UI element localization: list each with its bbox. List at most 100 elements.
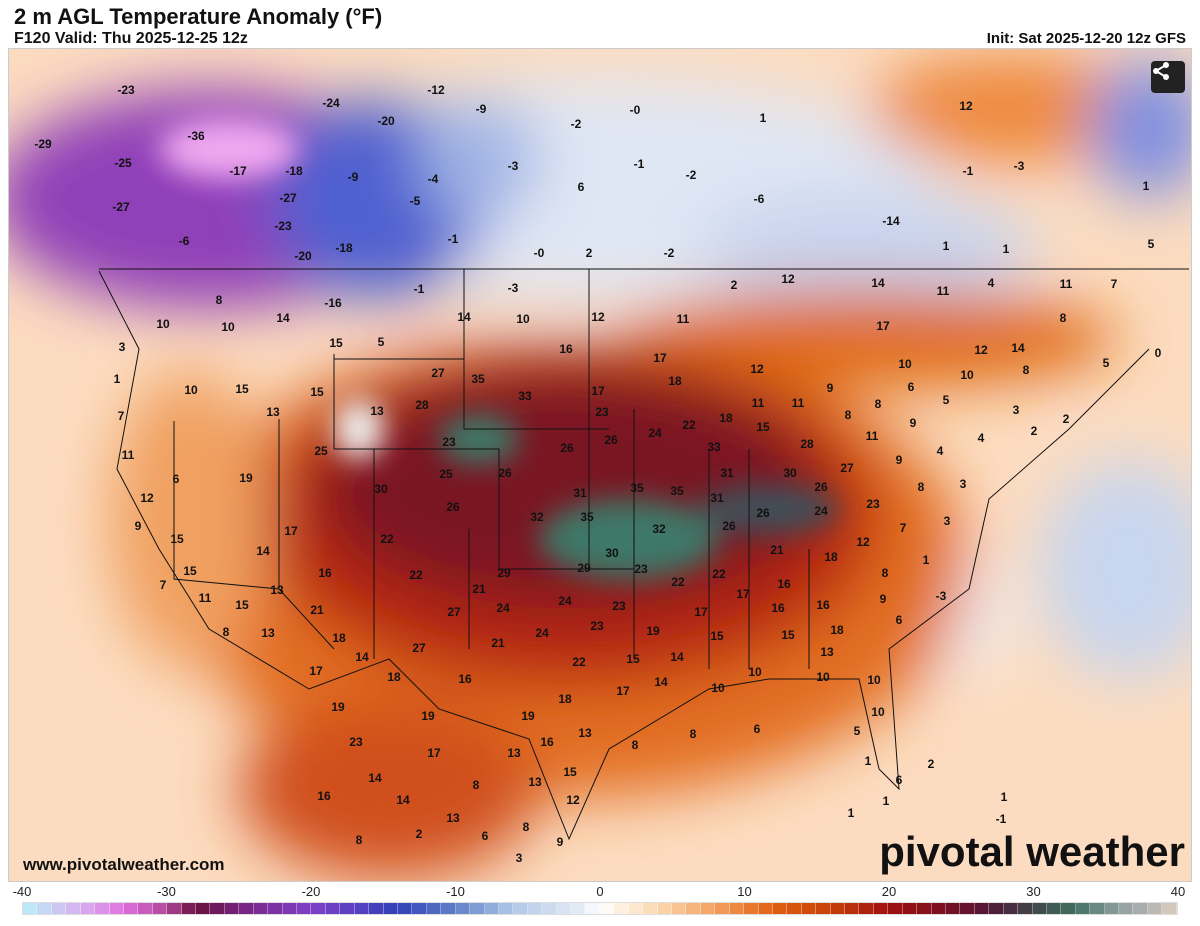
anomaly-value-label: -1	[995, 812, 1007, 826]
colorbar-swatch	[37, 903, 52, 914]
colorbar-swatch	[873, 903, 889, 914]
anomaly-value-label: 21	[310, 603, 324, 617]
anomaly-value-label: -27	[279, 191, 297, 205]
colorbar-swatch	[383, 903, 398, 914]
anomaly-value-label: 8	[874, 397, 882, 411]
anomaly-value-label: 18	[332, 631, 346, 645]
anomaly-value-label: -16	[324, 296, 342, 310]
anomaly-value-label: 26	[604, 433, 618, 447]
colorbar-swatch	[95, 903, 110, 914]
colorbar-swatch	[787, 903, 802, 914]
anomaly-value-label: 16	[540, 735, 554, 749]
anomaly-value-label: 12	[566, 793, 580, 807]
anomaly-value-label: 7	[899, 521, 907, 535]
colorbar-swatch	[1119, 903, 1134, 914]
anomaly-value-label: 24	[648, 426, 662, 440]
anomaly-value-label: 16	[816, 598, 830, 612]
anomaly-value-label: 23	[634, 562, 648, 576]
anomaly-value-label: 25	[314, 444, 328, 458]
anomaly-value-label: 15	[183, 564, 197, 578]
share-button[interactable]	[1151, 61, 1185, 93]
anomaly-value-label: 17	[591, 384, 605, 398]
colorbar-tick-label: 10	[737, 884, 752, 899]
anomaly-value-label: 11	[1059, 277, 1073, 291]
anomaly-value-label: 18	[558, 692, 572, 706]
anomaly-value-label: 18	[387, 670, 401, 684]
anomaly-value-label: 9	[134, 519, 142, 533]
anomaly-value-label: 15	[756, 420, 770, 434]
anomaly-value-label: 8	[472, 778, 480, 792]
anomaly-value-label: 24	[814, 504, 828, 518]
anomaly-value-label: 16	[777, 577, 791, 591]
anomaly-value-label: 14	[1011, 341, 1025, 355]
anomaly-value-label: 3	[515, 851, 523, 865]
anomaly-value-label: 26	[756, 506, 770, 520]
anomaly-value-label: 15	[170, 532, 184, 546]
anomaly-value-label: 35	[471, 372, 485, 386]
anomaly-value-label: 26	[446, 500, 460, 514]
colorbar-swatch	[715, 903, 730, 914]
init-time: Init: Sat 2025-12-20 12z GFS	[986, 30, 1186, 47]
anomaly-value-label: 9	[826, 381, 834, 395]
anomaly-value-label: 5	[1147, 237, 1155, 251]
colorbar-swatch	[66, 903, 81, 914]
anomaly-value-label: -1	[633, 157, 645, 171]
anomaly-value-label: 14	[457, 310, 471, 324]
anomaly-value-label: 32	[652, 522, 666, 536]
anomaly-value-label: 10	[960, 368, 974, 382]
anomaly-value-label: 15	[235, 598, 249, 612]
anomaly-value-label: 8	[689, 727, 697, 741]
anomaly-value-label: 10	[516, 312, 530, 326]
colorbar-swatch	[729, 903, 745, 914]
anomaly-value-label: 14	[654, 675, 668, 689]
anomaly-value-label: 15	[781, 628, 795, 642]
anomaly-value-label: -2	[663, 246, 675, 260]
anomaly-value-label: 28	[415, 398, 429, 412]
anomaly-value-label: 2	[1030, 424, 1038, 438]
colorbar-swatch	[397, 903, 413, 914]
anomaly-value-label: 11	[865, 429, 879, 443]
anomaly-value-label: 10	[184, 383, 198, 397]
anomaly-value-label: 35	[580, 510, 594, 524]
colorbar-swatch	[340, 903, 355, 914]
website-link[interactable]: www.pivotalweather.com	[23, 855, 225, 874]
anomaly-value-label: -0	[629, 103, 641, 117]
anomaly-value-label: 16	[771, 601, 785, 615]
anomaly-value-label: 13	[528, 775, 542, 789]
anomaly-value-label: -17	[229, 164, 247, 178]
colorbar-swatch	[109, 903, 124, 914]
anomaly-value-label: 26	[722, 519, 736, 533]
colorbar-swatch	[902, 903, 918, 914]
anomaly-value-label: 22	[409, 568, 423, 582]
colorbar-swatch	[671, 903, 687, 914]
colorbar-swatch	[1061, 903, 1076, 914]
colorbar-swatch	[196, 903, 211, 914]
anomaly-value-label: 14	[256, 544, 270, 558]
colorbar-swatch	[989, 903, 1004, 914]
anomaly-value-label: 10	[816, 670, 830, 684]
colorbar-swatch	[455, 903, 471, 914]
anomaly-value-label: 17	[694, 605, 708, 619]
anomaly-value-label: 28	[800, 437, 814, 451]
anomaly-value-label: 9	[895, 453, 903, 467]
anomaly-value-label: 15	[626, 652, 640, 666]
anomaly-value-label: 29	[577, 561, 591, 575]
temperature-anomaly-map[interactable]: -23 -24 -12 -20 -9 -36 -29 -25 -17 -18 -9 -4 -0 -2 -2-…	[8, 48, 1192, 882]
colorbar-swatch	[758, 903, 773, 914]
anomaly-value-label: 15	[235, 382, 249, 396]
anomaly-value-label: -3	[1013, 159, 1025, 173]
anomaly-value-label: 5	[853, 724, 861, 738]
anomaly-value-label: -0	[533, 246, 545, 260]
anomaly-value-label: 1	[1142, 179, 1150, 193]
anomaly-value-label: 5	[1102, 356, 1110, 370]
colorbar-swatch	[1104, 903, 1120, 914]
colorbar-tick-label: -10	[446, 884, 465, 899]
anomaly-value-label: 11	[791, 396, 805, 410]
anomaly-value-label: -1	[447, 232, 459, 246]
anomaly-value-label: 25	[439, 467, 453, 481]
anomaly-value-label: 22	[380, 532, 394, 546]
anomaly-value-label: 31	[720, 466, 734, 480]
anomaly-value-label: 10	[711, 681, 725, 695]
anomaly-value-label: 2	[585, 246, 593, 260]
anomaly-value-label: 1	[882, 794, 890, 808]
